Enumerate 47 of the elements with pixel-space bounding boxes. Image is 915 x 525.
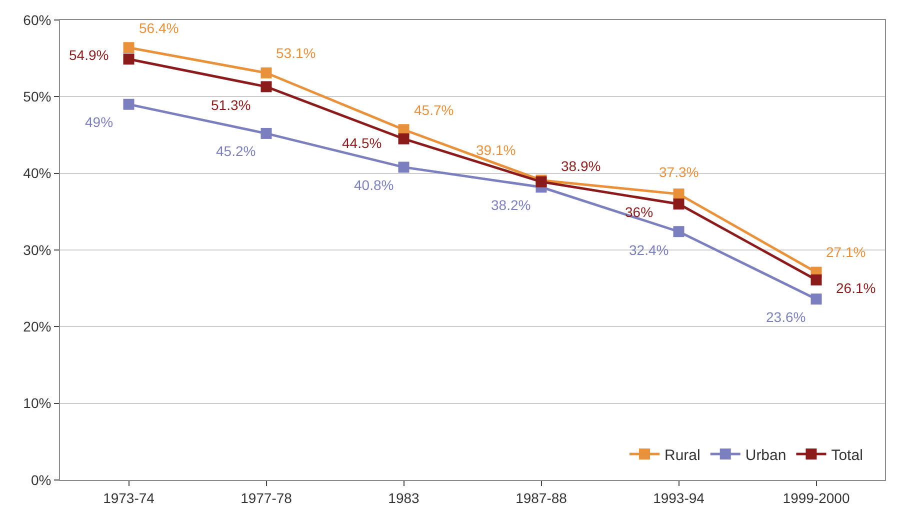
data-label: 37.3% (659, 164, 699, 180)
data-label: 45.7% (414, 102, 454, 118)
data-label: 23.6% (766, 309, 806, 325)
point (673, 226, 684, 238)
data-label: 44.5% (342, 135, 382, 151)
legend-label: Rural (664, 446, 700, 464)
x-tick-label: 1987-88 (516, 490, 568, 506)
point (810, 294, 822, 305)
data-label: 45.2% (216, 143, 256, 159)
point (260, 128, 272, 139)
x-tick-label: 1973-74 (103, 490, 155, 506)
point (673, 198, 684, 210)
data-label: 38.2% (491, 197, 531, 213)
data-label: 40.8% (354, 177, 394, 193)
data-label: 32.4% (629, 242, 669, 258)
x-tick-label: 1983 (388, 490, 420, 506)
point (260, 81, 272, 92)
data-label: 38.9% (561, 158, 601, 174)
point (123, 54, 134, 65)
y-tick-label: 10% (23, 395, 52, 412)
data-label: 54.9% (69, 47, 109, 63)
y-tick-label: 60% (23, 12, 52, 28)
x-tick-label: 1993-94 (653, 490, 705, 506)
legend-label: Total (831, 446, 863, 464)
x-tick-label: 1999-2000 (782, 490, 850, 506)
y-tick-label: 40% (23, 165, 52, 182)
point (398, 133, 410, 144)
legend-label: Urban (745, 446, 786, 464)
point (673, 188, 684, 200)
y-tick-label: 50% (23, 88, 52, 105)
data-label: 26.1% (836, 280, 876, 296)
point (260, 67, 272, 78)
data-label: 27.1% (826, 244, 866, 260)
data-label: 36% (625, 204, 654, 220)
data-label: 39.1% (476, 142, 516, 158)
x-tick-label: 1977-78 (240, 490, 292, 506)
data-label: 49% (85, 114, 114, 130)
point (810, 274, 822, 286)
data-label: 56.4% (139, 20, 179, 36)
data-label: 51.3% (211, 97, 251, 113)
y-tick-label: 30% (23, 242, 52, 258)
point (398, 162, 410, 173)
point (123, 98, 134, 110)
y-tick-label: 20% (23, 318, 52, 335)
data-label: 53.1% (276, 45, 316, 61)
y-tick-label: 0% (30, 472, 52, 488)
point (123, 42, 134, 54)
